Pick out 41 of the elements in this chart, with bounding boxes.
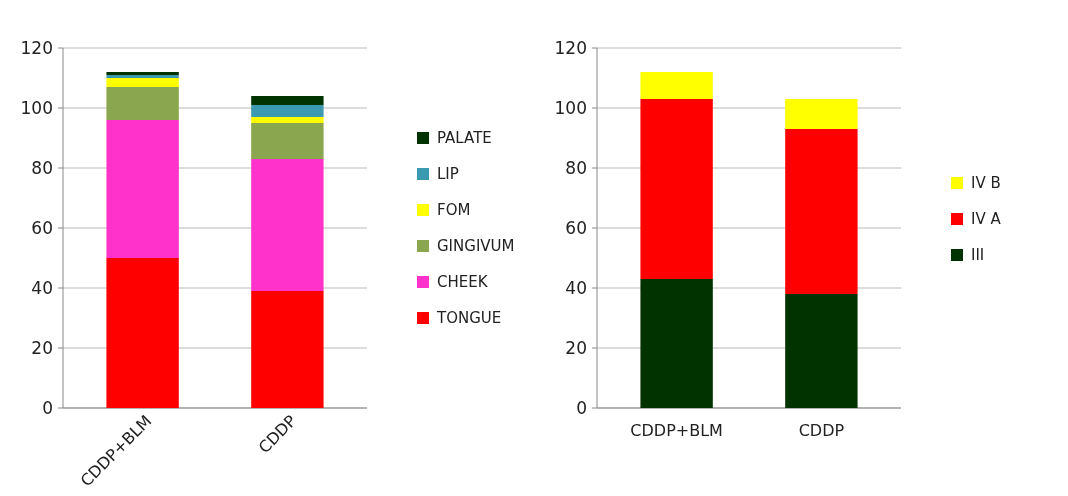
bar	[640, 99, 713, 279]
bar	[251, 117, 324, 123]
bar	[640, 279, 713, 408]
bar	[251, 291, 324, 408]
legend-label: PALATE	[437, 129, 492, 148]
y-tick-label: 100	[554, 97, 587, 118]
legend-label: IV A	[971, 210, 1002, 229]
legend-label: TONGUE	[436, 309, 502, 328]
bar	[106, 120, 179, 258]
x-tick-label: CDDP	[798, 421, 845, 440]
x-tick-label: CDDP+BLM	[630, 421, 723, 440]
y-tick-label: 0	[42, 397, 53, 418]
bar	[251, 105, 324, 117]
y-tick-label: 0	[576, 397, 587, 418]
bar	[106, 78, 179, 87]
legend-label: FOM	[437, 201, 471, 220]
bar	[785, 99, 858, 129]
legend-label: III	[971, 246, 985, 265]
y-tick-label: 120	[554, 37, 587, 58]
bar	[106, 258, 179, 408]
y-tick-label: 80	[565, 157, 587, 178]
bar	[251, 159, 324, 291]
y-tick-label: 60	[31, 217, 53, 238]
bar	[785, 129, 858, 294]
y-tick-label: 60	[565, 217, 587, 238]
bar	[785, 294, 858, 408]
bar	[106, 87, 179, 120]
y-tick-label: 20	[565, 337, 587, 358]
y-tick-label: 20	[31, 337, 53, 358]
bar	[251, 96, 324, 105]
legend-label: LIP	[437, 165, 459, 184]
legend-label: IV B	[971, 174, 1001, 193]
bar	[251, 123, 324, 159]
y-tick-label: 40	[565, 277, 587, 298]
y-tick-label: 40	[31, 277, 53, 298]
legend-label: CHEEK	[437, 273, 489, 292]
legend-label: GINGIVUM	[437, 237, 515, 256]
y-tick-label: 120	[20, 37, 53, 58]
y-tick-label: 100	[20, 97, 53, 118]
bar	[640, 72, 713, 99]
y-tick-label: 80	[31, 157, 53, 178]
